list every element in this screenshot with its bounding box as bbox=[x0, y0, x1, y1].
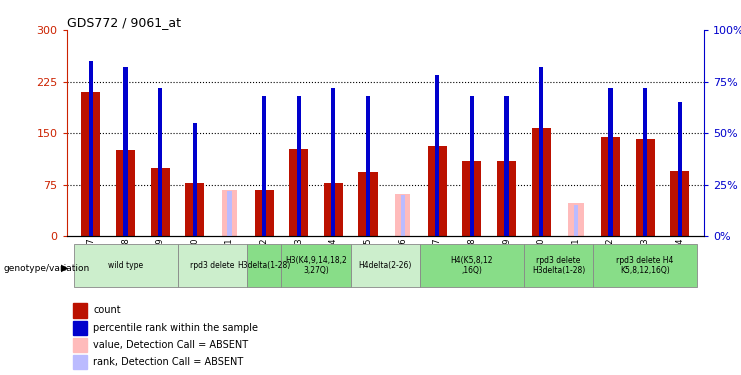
Text: H4(K5,8,12
,16Q): H4(K5,8,12 ,16Q) bbox=[451, 256, 494, 275]
Bar bbox=[601, 136, 620, 236]
Bar bbox=[124, 67, 127, 236]
Text: H3(K4,9,14,18,2
3,27Q): H3(K4,9,14,18,2 3,27Q) bbox=[285, 256, 347, 275]
Bar bbox=[227, 191, 231, 236]
Bar bbox=[608, 88, 613, 236]
Bar bbox=[505, 96, 508, 236]
Bar bbox=[670, 171, 689, 236]
Bar bbox=[73, 303, 87, 318]
Bar bbox=[359, 172, 377, 236]
Text: count: count bbox=[93, 305, 121, 315]
Bar bbox=[73, 244, 178, 287]
Bar bbox=[222, 189, 237, 236]
Bar bbox=[420, 244, 524, 287]
Bar bbox=[636, 140, 654, 236]
Bar bbox=[82, 92, 101, 236]
Text: H4delta(2-26): H4delta(2-26) bbox=[359, 261, 412, 270]
Bar bbox=[574, 206, 578, 236]
Bar bbox=[73, 321, 87, 335]
Text: rpd3 delete H4
K5,8,12,16Q): rpd3 delete H4 K5,8,12,16Q) bbox=[617, 256, 674, 275]
Bar bbox=[193, 123, 197, 236]
Text: H3delta(1-28): H3delta(1-28) bbox=[237, 261, 290, 270]
Bar bbox=[401, 195, 405, 236]
Bar bbox=[331, 88, 336, 236]
Text: rpd3 delete
H3delta(1-28): rpd3 delete H3delta(1-28) bbox=[532, 256, 585, 275]
Text: value, Detection Call = ABSENT: value, Detection Call = ABSENT bbox=[93, 340, 248, 350]
Text: percentile rank within the sample: percentile rank within the sample bbox=[93, 323, 259, 333]
Bar bbox=[366, 96, 370, 236]
Bar bbox=[593, 244, 697, 287]
Text: GDS772 / 9061_at: GDS772 / 9061_at bbox=[67, 16, 181, 29]
Bar bbox=[395, 194, 411, 236]
Bar bbox=[255, 189, 273, 236]
Bar bbox=[462, 160, 482, 236]
Bar bbox=[282, 244, 350, 287]
Bar bbox=[289, 149, 308, 236]
Bar bbox=[568, 203, 584, 236]
Bar bbox=[677, 102, 682, 236]
Bar bbox=[73, 356, 87, 369]
Text: ▶: ▶ bbox=[61, 263, 68, 273]
Bar bbox=[539, 67, 543, 236]
Bar bbox=[185, 183, 205, 236]
Text: rpd3 delete: rpd3 delete bbox=[190, 261, 234, 270]
Bar bbox=[158, 88, 162, 236]
Text: rank, Detection Call = ABSENT: rank, Detection Call = ABSENT bbox=[93, 357, 244, 368]
Text: genotype/variation: genotype/variation bbox=[4, 264, 90, 273]
Bar bbox=[435, 75, 439, 236]
Bar bbox=[428, 146, 447, 236]
Bar bbox=[643, 88, 647, 236]
Bar bbox=[89, 61, 93, 236]
Bar bbox=[324, 183, 343, 236]
Bar bbox=[524, 244, 593, 287]
Bar bbox=[262, 96, 266, 236]
Bar bbox=[531, 128, 551, 236]
Bar bbox=[296, 96, 301, 236]
Bar bbox=[150, 168, 170, 236]
Bar bbox=[73, 338, 87, 352]
Bar bbox=[350, 244, 420, 287]
Bar bbox=[497, 160, 516, 236]
Bar bbox=[247, 244, 282, 287]
Bar bbox=[116, 150, 135, 236]
Text: wild type: wild type bbox=[108, 261, 143, 270]
Bar bbox=[470, 96, 474, 236]
Bar bbox=[178, 244, 247, 287]
